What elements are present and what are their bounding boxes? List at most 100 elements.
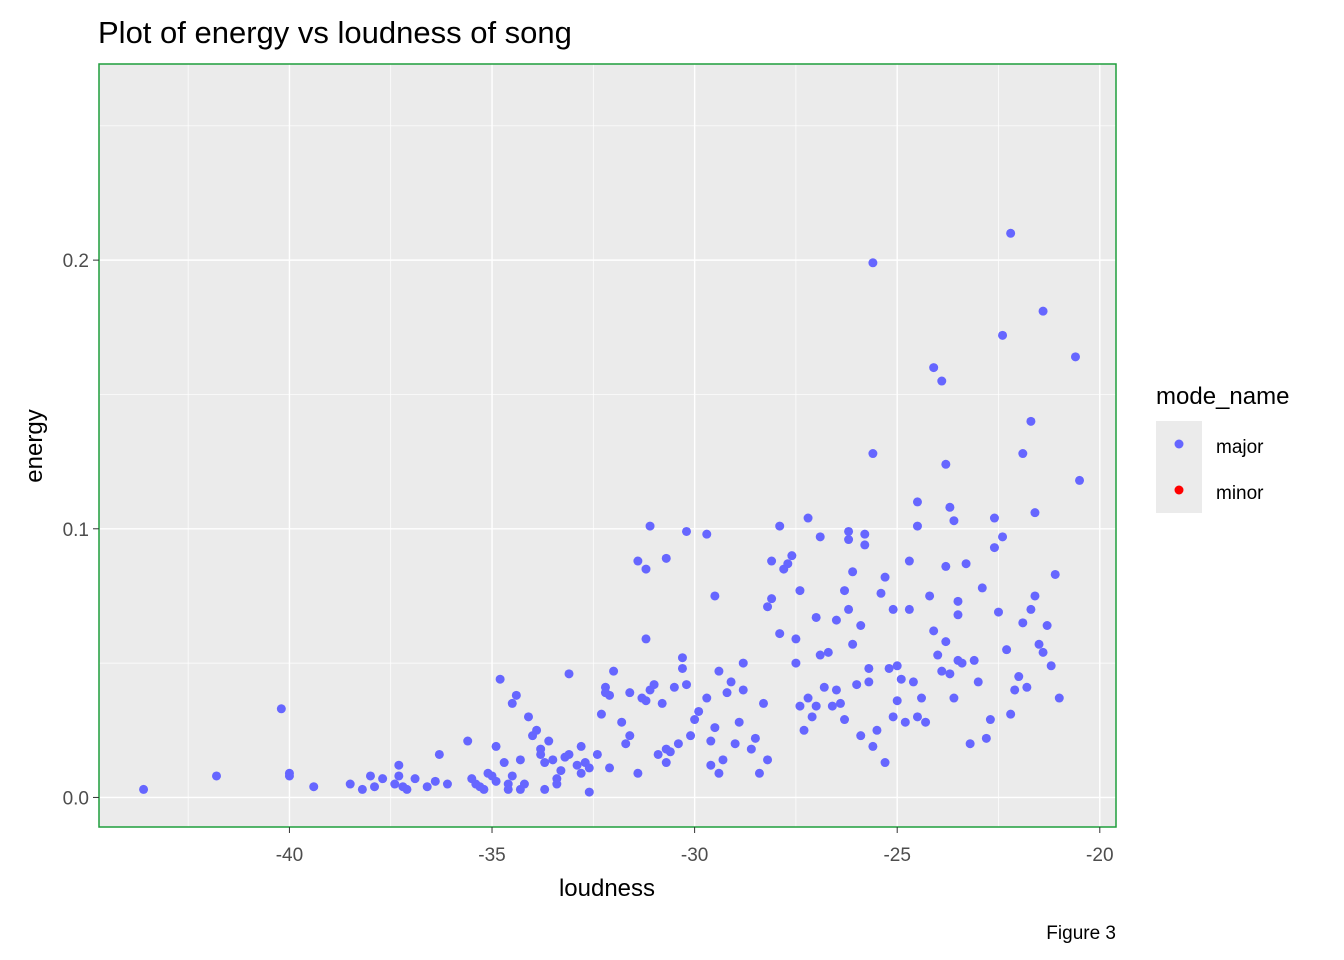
- data-point-major: [937, 666, 947, 676]
- data-point-major: [888, 604, 898, 614]
- data-point-major: [993, 607, 1003, 617]
- data-point-major: [1002, 645, 1012, 655]
- data-point-major: [718, 755, 728, 765]
- data-point-major: [763, 602, 773, 612]
- data-point-major: [673, 739, 683, 749]
- data-point-major: [665, 747, 675, 757]
- data-point-major: [815, 532, 825, 542]
- data-point-major: [904, 556, 914, 566]
- data-point-major: [945, 502, 955, 512]
- data-point-major: [953, 610, 963, 620]
- data-point-major: [989, 513, 999, 523]
- x-tick-label: -40: [276, 845, 303, 866]
- data-point-major: [1050, 569, 1060, 579]
- data-point-major: [625, 688, 635, 698]
- data-point-major: [1038, 306, 1048, 316]
- data-point-major: [758, 698, 768, 708]
- data-point-major: [941, 561, 951, 571]
- data-point-major: [811, 701, 821, 711]
- data-point-major: [309, 782, 319, 792]
- data-point-major: [868, 449, 878, 459]
- data-point-major: [491, 741, 501, 751]
- data-point-major: [775, 629, 785, 639]
- data-point-major: [276, 704, 286, 714]
- data-point-major: [831, 615, 841, 625]
- data-point-major: [402, 784, 412, 794]
- data-point-major: [864, 663, 874, 673]
- data-point-major: [495, 674, 505, 684]
- data-point-major: [827, 701, 837, 711]
- data-point-major: [848, 639, 858, 649]
- data-point-major: [799, 725, 809, 735]
- data-point-major: [139, 784, 149, 794]
- data-point-major: [969, 655, 979, 665]
- y-tick-label: 0.0: [63, 788, 89, 809]
- data-point-major: [507, 698, 517, 708]
- data-point-major: [844, 526, 854, 536]
- data-point-major: [998, 532, 1008, 542]
- data-point-major: [917, 693, 927, 703]
- data-point-major: [795, 701, 805, 711]
- data-point-major: [998, 330, 1008, 340]
- data-point-major: [564, 749, 574, 759]
- data-point-major: [633, 768, 643, 778]
- gridlines: [99, 64, 1116, 827]
- data-point-major: [621, 739, 631, 749]
- data-point-major: [1046, 661, 1056, 671]
- data-point-major: [1006, 709, 1016, 719]
- legend-key-minor: [1174, 485, 1184, 495]
- data-point-major: [965, 739, 975, 749]
- data-point-major: [690, 715, 700, 725]
- data-point-major: [576, 741, 586, 751]
- data-point-major: [815, 650, 825, 660]
- data-point-major: [633, 556, 643, 566]
- data-point-major: [775, 521, 785, 531]
- data-point-major: [896, 674, 906, 684]
- data-point-major: [876, 588, 886, 598]
- data-point-major: [722, 688, 732, 698]
- data-point-major: [844, 604, 854, 614]
- data-point-major: [710, 723, 720, 733]
- x-tick-label: -30: [681, 845, 708, 866]
- data-point-major: [677, 653, 687, 663]
- data-point-major: [552, 779, 562, 789]
- data-point-major: [584, 763, 594, 773]
- data-point-major: [1030, 508, 1040, 518]
- data-point-major: [949, 693, 959, 703]
- y-tick-label: 0.1: [63, 520, 89, 541]
- data-point-major: [641, 564, 651, 574]
- data-point-major: [600, 682, 610, 692]
- data-point-major: [605, 690, 615, 700]
- x-tick-label: -35: [478, 845, 505, 866]
- data-point-major: [669, 682, 679, 692]
- data-point-major: [682, 526, 692, 536]
- data-point-major: [434, 749, 444, 759]
- data-point-major: [284, 771, 294, 781]
- data-point-major: [657, 698, 667, 708]
- data-point-major: [677, 663, 687, 673]
- data-point-major: [572, 760, 582, 770]
- data-point-major: [556, 766, 566, 776]
- y-axis-ticks: 0.0 0.1 0.2: [63, 251, 99, 809]
- data-point-major: [734, 717, 744, 727]
- data-point-major: [592, 749, 602, 759]
- data-point-major: [686, 731, 696, 741]
- data-point-major: [394, 760, 404, 770]
- data-point-major: [694, 706, 704, 716]
- y-tick-label: 0.2: [63, 251, 89, 272]
- data-point-major: [831, 685, 841, 695]
- x-axis-ticks: -40 -35 -30 -25 -20: [276, 827, 1114, 866]
- data-point-major: [609, 666, 619, 676]
- data-point-major: [1075, 475, 1085, 485]
- chart-title: Plot of energy vs loudness of song: [98, 15, 572, 50]
- data-point-major: [661, 553, 671, 563]
- data-point-major: [819, 682, 829, 692]
- data-point-major: [908, 677, 918, 687]
- data-point-major: [540, 784, 550, 794]
- data-point-major: [702, 529, 712, 539]
- data-point-major: [532, 725, 542, 735]
- legend-key-background: [1156, 421, 1202, 513]
- legend-key-major: [1174, 439, 1184, 449]
- data-point-major: [714, 768, 724, 778]
- data-point-major: [463, 736, 473, 746]
